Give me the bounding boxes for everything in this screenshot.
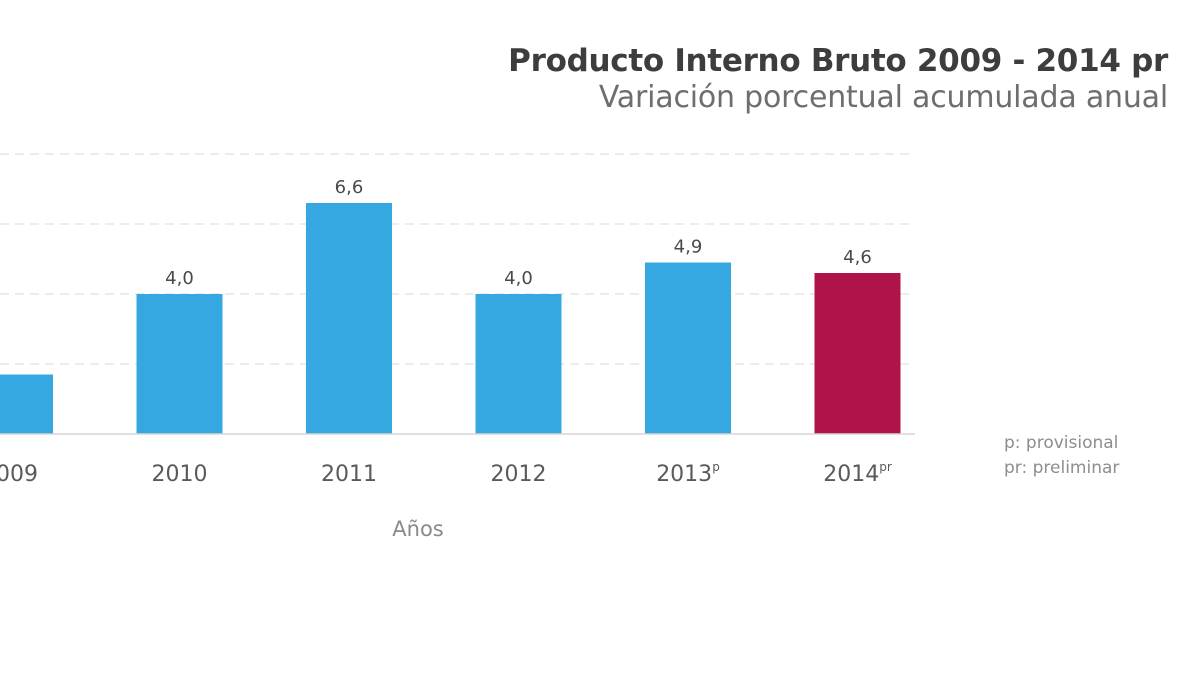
- footnote-provisional: p: provisional: [1004, 433, 1119, 453]
- tick-label-2013: 2013p: [656, 460, 720, 487]
- bar-2011: [306, 203, 392, 434]
- data-labels: 4,0 6,6 4,0 4,9 4,6: [165, 177, 872, 289]
- bar-2009: [0, 374, 53, 434]
- x-axis-label: Años: [392, 517, 443, 541]
- footnote-preliminar: pr: preliminar: [1004, 458, 1120, 478]
- bar-2012: [475, 294, 562, 434]
- data-label-2010: 4,0: [165, 268, 194, 289]
- tick-label-2012: 2012: [491, 462, 547, 487]
- tick-label-2009: 2009: [0, 462, 38, 487]
- data-label-2012: 4,0: [504, 268, 533, 289]
- tick-label-2010: 2010: [152, 462, 208, 487]
- data-label-2011: 6,6: [335, 177, 364, 198]
- chart-subtitle: Variación porcentual acumulada anual: [598, 80, 1168, 115]
- x-tick-labels: 2009 2010 2011 2012 2013p 2014pr: [0, 460, 892, 487]
- bar-2014: [814, 273, 901, 434]
- data-label-2013: 4,9: [674, 237, 703, 258]
- chart-title: Producto Interno Bruto 2009 - 2014 pr: [508, 43, 1168, 79]
- bar-2010: [136, 294, 223, 434]
- footnotes: p: provisional pr: preliminar: [1004, 431, 1119, 481]
- bars: [0, 203, 901, 434]
- tick-label-2014: 2014pr: [823, 460, 892, 487]
- tick-label-2011: 2011: [321, 462, 377, 487]
- bar-2013: [645, 262, 731, 434]
- data-label-2014: 4,6: [843, 247, 872, 268]
- title-block: Producto Interno Bruto 2009 - 2014 pr Va…: [508, 42, 1168, 116]
